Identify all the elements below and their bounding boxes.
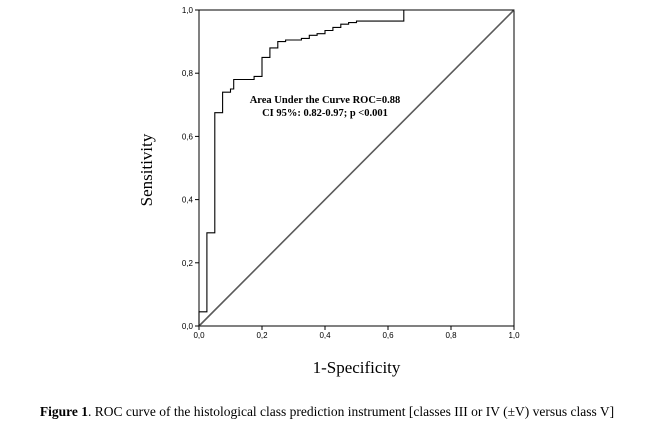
x-tick-label: 0,4 xyxy=(319,331,331,340)
plot-frame xyxy=(198,9,515,327)
plot-area xyxy=(198,9,515,327)
figure-caption-text: . ROC curve of the histological class pr… xyxy=(87,404,615,419)
reference-line-layer xyxy=(198,9,515,327)
x-tick-label: 0,6 xyxy=(382,331,394,340)
y-axis: 0,0 0,2 0,4 0,6 0,8 1,0 xyxy=(182,6,199,331)
figure-caption-label: Figure 1 xyxy=(39,404,88,419)
x-tick-label: 0,2 xyxy=(256,331,268,340)
x-axis: 0,0 0,2 0,4 0,6 0,8 1,0 xyxy=(193,326,520,340)
y-tick-label: 0,2 xyxy=(182,259,194,268)
diagonal-reference-line xyxy=(198,9,515,327)
x-tick-label: 0,8 xyxy=(445,331,457,340)
roc-curve-layer xyxy=(198,9,514,326)
figure-caption: Figure 1. ROC curve of the histological … xyxy=(0,404,654,420)
y-tick-label: 0,4 xyxy=(182,196,194,205)
x-tick-label: 1,0 xyxy=(508,331,520,340)
roc-curve-line xyxy=(198,9,514,326)
y-axis-label: Sensitivity xyxy=(137,133,156,206)
y-tick-label: 0,6 xyxy=(182,132,194,141)
y-tick-label: 0,0 xyxy=(182,322,194,331)
y-tick-label: 0,8 xyxy=(182,69,194,78)
x-axis-label: 1-Specificity xyxy=(313,358,401,377)
x-tick-label: 0,0 xyxy=(193,331,205,340)
y-tick-label: 1,0 xyxy=(182,6,194,15)
auc-annotation: Area Under the Curve ROC=0.88 xyxy=(250,95,401,106)
ci-annotation: CI 95%: 0.82-0.97; p <0.001 xyxy=(262,108,388,119)
